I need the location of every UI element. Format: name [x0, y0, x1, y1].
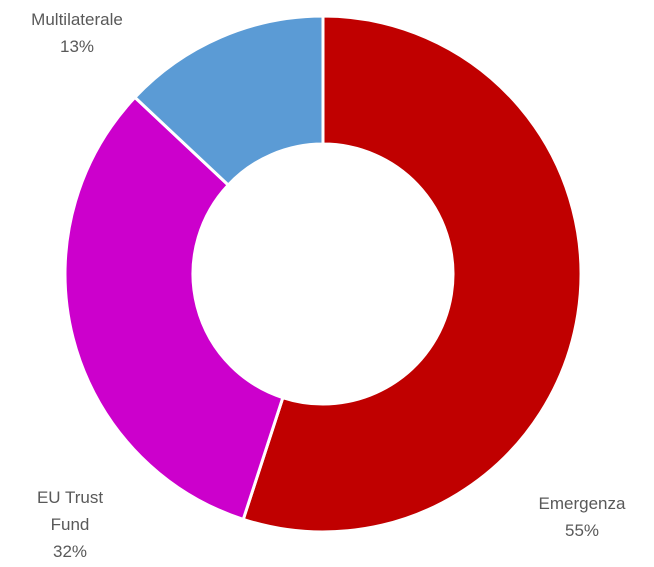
slice-multilaterale	[133, 14, 325, 187]
slice-category-text: Fund	[51, 515, 90, 534]
slice-emergenza	[241, 14, 583, 534]
slice-category-text: Emergenza	[539, 494, 626, 513]
slice-percent: 55%	[565, 521, 599, 540]
slice-label-eu-trust-fund: EU Trust Fund 32%	[37, 488, 103, 561]
slice-percent: 32%	[53, 542, 87, 561]
slice-eu-trust-fund	[63, 95, 285, 521]
slice-label-multilaterale: Multilaterale 13%	[31, 10, 123, 56]
slice-label-emergenza: Emergenza 55%	[539, 494, 626, 540]
slice-category-text: EU Trust	[37, 488, 103, 507]
slice-labels: Emergenza 55% EU Trust Fund 32% Multilaterale…	[31, 10, 626, 561]
donut-slices	[63, 14, 583, 534]
slice-percent: 13%	[60, 37, 94, 56]
slice-category-text: Multilaterale	[31, 10, 123, 29]
